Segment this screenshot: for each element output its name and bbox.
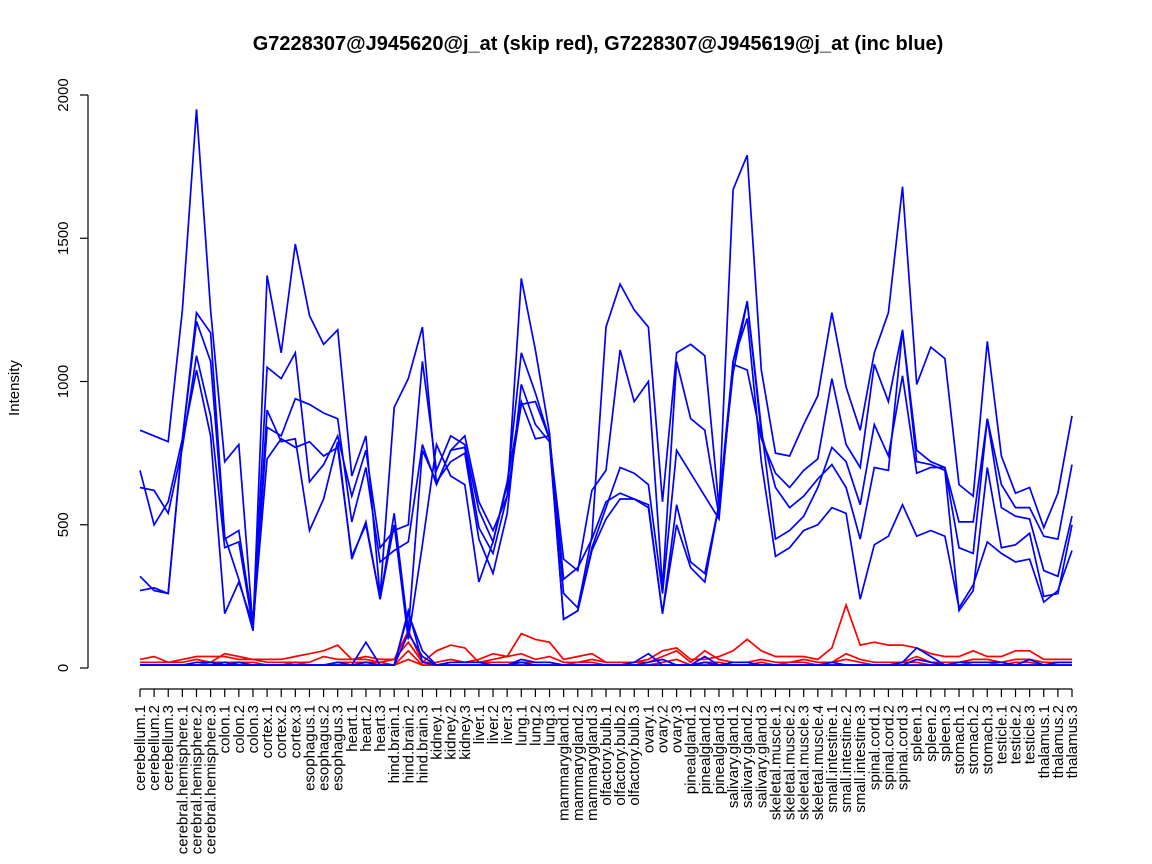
x-tick-label: cortex.1 [259,705,276,758]
x-tick-label: cerebellum.3 [160,705,177,791]
x-tick-label: lung.3 [542,705,559,746]
x-tick-label: small.intestine.3 [852,705,869,813]
x-tick-label: testicle.3 [1022,705,1039,764]
x-tick-label: testicle.1 [993,705,1010,764]
x-tick-label: pinealgland.3 [711,705,728,794]
x-tick-label: mammarygland.3 [584,705,601,821]
x-tick-label: cerebellum.2 [146,705,163,791]
x-tick-label: mammarygland.1 [556,705,573,821]
x-tick-label: skeletal.muscle.2 [782,705,799,820]
x-tick-label: salivary.gland.1 [725,705,742,808]
x-tick-label: thalamus.3 [1064,705,1081,778]
x-tick-label: skeletal.muscle.3 [796,705,813,820]
x-tick-label: hind.brain.1 [386,705,403,783]
x-tick-label: esophagus.3 [330,705,347,791]
x-tick-label: ovary.3 [669,705,686,753]
x-tick-label: kidney.3 [457,705,474,760]
x-tick-label: small.intestine.1 [824,705,841,813]
x-tick-label: spleen.3 [937,705,954,762]
chart-title: G7228307@J945620@j_at (skip red), G72283… [253,33,944,55]
x-tick-label: spinal.cord.3 [895,705,912,790]
y-tick-label: 0 [55,664,72,672]
x-tick-label: cerebral.hemisphere.2 [188,705,205,854]
x-tick-label: spinal.cord.1 [866,705,883,790]
x-tick-label: stomach.3 [979,705,996,774]
x-tick-label: colon.2 [231,705,248,753]
x-tick-label: ovary.1 [640,705,657,753]
x-tick-label: liver.1 [471,705,488,744]
x-tick-label: stomach.2 [965,705,982,774]
x-tick-label: lung.2 [527,705,544,746]
plot-lines [139,109,1073,667]
x-tick-label: ovary.2 [654,705,671,753]
y-tick-label: 500 [55,512,72,537]
x-tick-label: skeletal.muscle.4 [810,705,827,820]
x-tick-label: colon.1 [217,705,234,753]
x-tick-label: hind.brain.2 [400,705,417,783]
x-tick-label: olfactory.bulb.1 [598,705,615,806]
x-tick-label: cerebral.hemisphere.3 [203,705,220,854]
x-tick-label: cerebral.hemisphere.1 [174,705,191,854]
inc-series-line [139,109,1073,628]
x-tick-label: heart.3 [372,705,389,752]
x-tick-label: heart.2 [358,705,375,752]
x-tick-label: thalamus.2 [1050,705,1067,778]
inc-series-line [140,610,1072,667]
x-tick-label: cortex.2 [273,705,290,758]
x-tick-label: cortex.3 [287,705,304,758]
x-tick-label: lung.1 [513,705,530,746]
x-tick-label: liver.2 [485,705,502,744]
x-tick-label: esophagus.1 [301,705,318,791]
x-tick-label: colon.3 [245,705,262,753]
x-tick-label: spleen.1 [909,705,926,762]
x-tick-label: spinal.cord.2 [880,705,897,790]
x-tick-label: stomach.1 [951,705,968,774]
x-tick-label: heart.1 [344,705,361,752]
y-tick-label: 2000 [55,78,72,111]
x-tick-label: liver.3 [499,705,516,744]
x-tick-label: olfactory.bulb.2 [612,705,629,806]
x-tick-label: mammarygland.2 [570,705,587,821]
x-tick-label: olfactory.bulb.3 [626,705,643,806]
x-tick-label: hind.brain.3 [414,705,431,783]
x-tick-label: small.intestine.2 [838,705,855,813]
x-tick-label: thalamus.1 [1036,705,1053,778]
inc-series-line [139,310,1073,640]
x-tick-label: pinealgland.2 [697,705,714,794]
inc-series-line [139,301,1073,629]
inc-series-line [140,607,1072,666]
y-axis: 0 500 1000 1500 2000 [55,78,89,672]
x-tick-label: salivary.gland.3 [753,705,770,808]
x-tick-label: cerebellum.1 [132,705,149,791]
x-tick-label: kidney.1 [429,705,446,760]
x-axis: cerebellum.1cerebellum.2cerebellum.3cere… [132,688,1081,854]
x-tick-label: esophagus.2 [316,705,333,791]
y-tick-label: 1000 [55,365,72,398]
x-tick-label: testicle.2 [1008,705,1025,764]
y-axis-label: Intensity [6,360,23,416]
x-tick-label: pinealgland.1 [683,705,700,794]
x-tick-label: skeletal.muscle.1 [767,705,784,820]
x-tick-label: kidney.2 [443,705,460,760]
skip-series-line [139,602,1072,664]
x-tick-label: spleen.2 [923,705,940,762]
y-tick-label: 1500 [55,222,72,255]
inc-series-line [139,321,1073,626]
x-tick-label: salivary.gland.2 [739,705,756,808]
inc-series-line [140,631,1072,666]
inc-series-line [139,301,1073,631]
